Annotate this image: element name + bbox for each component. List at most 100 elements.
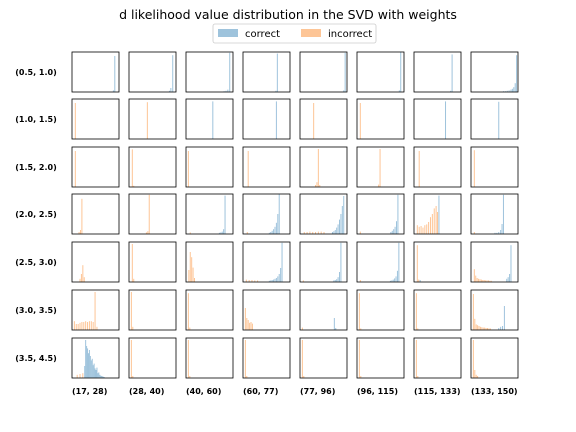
correct-bar <box>340 214 342 234</box>
histogram-panel <box>356 289 405 331</box>
panel-frame <box>242 146 291 188</box>
incorrect-bar <box>418 279 420 282</box>
histogram-panel <box>185 289 234 331</box>
correct-bar <box>270 232 272 234</box>
incorrect-bar <box>96 326 98 330</box>
panel-frame <box>185 146 234 188</box>
incorrect-bar <box>92 322 94 330</box>
correct-bar <box>498 328 500 330</box>
incorrect-bar <box>251 323 253 330</box>
incorrect-bar <box>81 198 83 234</box>
incorrect-bar <box>485 328 487 330</box>
panel-frame <box>185 193 234 235</box>
legend-label-incorrect: incorrect <box>328 29 372 40</box>
panel-frame <box>71 241 120 283</box>
correct-bar <box>343 90 345 92</box>
histogram-panel <box>299 337 348 379</box>
incorrect-bar <box>148 194 150 234</box>
histogram-panel <box>128 193 177 235</box>
incorrect-bar <box>82 265 84 282</box>
incorrect-bar <box>424 225 426 234</box>
correct-bar <box>91 358 93 378</box>
incorrect-bar <box>417 376 419 378</box>
correct-bar <box>89 356 91 378</box>
panel-frame <box>413 146 462 188</box>
histogram-panel <box>242 98 291 140</box>
incorrect-bar <box>83 277 85 282</box>
panel-frame <box>299 51 348 93</box>
incorrect-bar <box>145 232 147 234</box>
incorrect-bar <box>76 374 78 378</box>
correct-bar <box>227 89 229 92</box>
incorrect-bar <box>306 232 308 234</box>
incorrect-bar <box>485 280 487 282</box>
histogram-panel <box>71 241 120 283</box>
panel-frame <box>470 51 519 93</box>
histogram-panel <box>128 98 177 140</box>
correct-bar <box>334 280 336 282</box>
incorrect-bar <box>75 324 77 330</box>
histogram-panel <box>71 337 120 379</box>
correct-bar <box>112 90 114 92</box>
histogram-panel <box>185 241 234 283</box>
correct-bar <box>271 280 273 282</box>
incorrect-bar <box>79 230 81 234</box>
correct-bar <box>274 226 276 234</box>
correct-bar <box>340 242 342 282</box>
correct-bar <box>220 232 222 234</box>
incorrect-bar <box>78 232 80 234</box>
panel-frame <box>470 289 519 331</box>
correct-bar <box>500 326 502 330</box>
incorrect-bar <box>132 326 134 330</box>
correct-bar <box>271 230 273 234</box>
correct-bar <box>395 276 397 282</box>
incorrect-bar <box>133 185 135 187</box>
histogram-panels <box>71 51 519 379</box>
incorrect-bar <box>315 232 317 234</box>
column-label: (115, 133) <box>414 387 461 396</box>
correct-bar <box>103 376 105 378</box>
panel-frame <box>470 98 519 140</box>
histogram-panel <box>356 337 405 379</box>
incorrect-bar <box>480 279 482 282</box>
incorrect-bar <box>417 328 419 330</box>
incorrect-bar <box>416 245 418 282</box>
correct-bar <box>277 276 279 282</box>
incorrect-bar <box>431 214 433 234</box>
histogram-panel <box>470 337 519 379</box>
correct-bar <box>268 232 270 234</box>
correct-bar <box>275 222 277 234</box>
incorrect-bar <box>422 227 424 234</box>
row-label: (2.0, 2.5) <box>15 210 56 219</box>
panel-frame <box>128 241 177 283</box>
histogram-panel <box>356 241 405 283</box>
correct-bar <box>445 101 447 139</box>
panel-frame <box>185 98 234 140</box>
histogram-panel <box>470 289 519 331</box>
incorrect-bar <box>254 280 256 282</box>
correct-bar <box>87 348 89 378</box>
column-label: (28, 40) <box>129 387 164 396</box>
incorrect-bar <box>477 325 479 330</box>
correct-bar <box>275 278 277 282</box>
incorrect-bar <box>131 149 133 187</box>
panel-frame <box>470 193 519 235</box>
panel-frame <box>356 193 405 235</box>
correct-bar <box>397 194 399 234</box>
incorrect-bar <box>251 280 253 282</box>
correct-bar <box>98 372 100 378</box>
incorrect-bar <box>415 293 417 330</box>
correct-bar <box>509 274 511 282</box>
panel-frame <box>413 98 462 140</box>
correct-bar <box>275 101 277 139</box>
correct-bar <box>501 224 503 234</box>
correct-bar <box>506 90 508 92</box>
panel-frame <box>185 51 234 93</box>
incorrect-bar <box>472 294 474 330</box>
correct-bar <box>270 280 272 282</box>
incorrect-bar <box>301 327 303 330</box>
incorrect-bar <box>320 231 322 234</box>
incorrect-bar <box>478 278 480 282</box>
column-label: (77, 96) <box>300 387 335 396</box>
correct-bar <box>331 232 333 234</box>
